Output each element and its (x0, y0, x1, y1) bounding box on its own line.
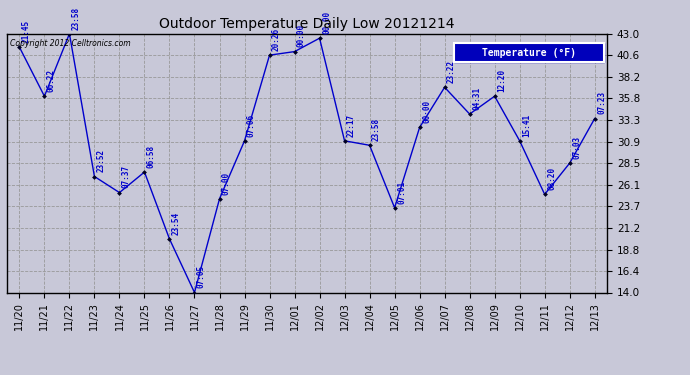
Text: 00:00: 00:00 (297, 24, 306, 47)
Text: 00:00: 00:00 (422, 100, 431, 123)
Bar (454, 43, 604, 62)
Text: 07:37: 07:37 (122, 165, 131, 188)
Point (89, 174, 100, 180)
Text: 23:54: 23:54 (172, 211, 181, 235)
Text: 07:03: 07:03 (572, 136, 581, 159)
Text: 22:17: 22:17 (347, 114, 356, 136)
Point (314, 35, 325, 41)
Point (289, 49, 300, 55)
Point (164, 236, 175, 242)
Point (214, 196, 225, 202)
Point (539, 191, 550, 197)
Point (339, 138, 350, 144)
Point (39, 93, 50, 99)
Point (114, 190, 125, 196)
Text: 04:31: 04:31 (472, 87, 481, 110)
Text: 12:20: 12:20 (497, 69, 506, 92)
Bar (454, 43, 604, 62)
Point (464, 111, 475, 117)
Text: Copyright 2012 Celltronics.com: Copyright 2012 Celltronics.com (10, 39, 130, 48)
Point (589, 116, 600, 122)
Point (364, 142, 375, 148)
Text: 06:58: 06:58 (147, 145, 156, 168)
Point (239, 138, 250, 144)
Point (389, 205, 400, 211)
Text: 07:06: 07:06 (247, 114, 256, 136)
Text: 21:45: 21:45 (22, 20, 31, 43)
Title: Outdoor Temperature Daily Low 20121214: Outdoor Temperature Daily Low 20121214 (159, 17, 455, 31)
Point (264, 52, 275, 58)
Text: Temperature (°F): Temperature (°F) (482, 48, 576, 57)
Point (64, 31, 75, 37)
Point (489, 93, 500, 99)
Point (439, 84, 450, 90)
Point (414, 124, 425, 130)
Point (564, 160, 575, 166)
Text: 07:00: 07:00 (222, 171, 231, 195)
Text: 23:58: 23:58 (372, 118, 381, 141)
Point (514, 138, 525, 144)
Text: 08:20: 08:20 (547, 167, 556, 190)
Text: 00:00: 00:00 (322, 11, 331, 34)
Text: 20:26: 20:26 (272, 28, 281, 51)
Point (139, 169, 150, 175)
Text: 23:52: 23:52 (97, 149, 106, 172)
Text: 23:58: 23:58 (72, 6, 81, 30)
Point (189, 290, 200, 296)
Text: 07:05: 07:05 (197, 265, 206, 288)
Point (14, 44, 25, 50)
Text: 07:01: 07:01 (397, 180, 406, 204)
Text: 07:23: 07:23 (597, 91, 606, 114)
Text: 23:22: 23:22 (447, 60, 456, 83)
Text: 06:22: 06:22 (47, 69, 56, 92)
Text: 15:41: 15:41 (522, 114, 531, 136)
